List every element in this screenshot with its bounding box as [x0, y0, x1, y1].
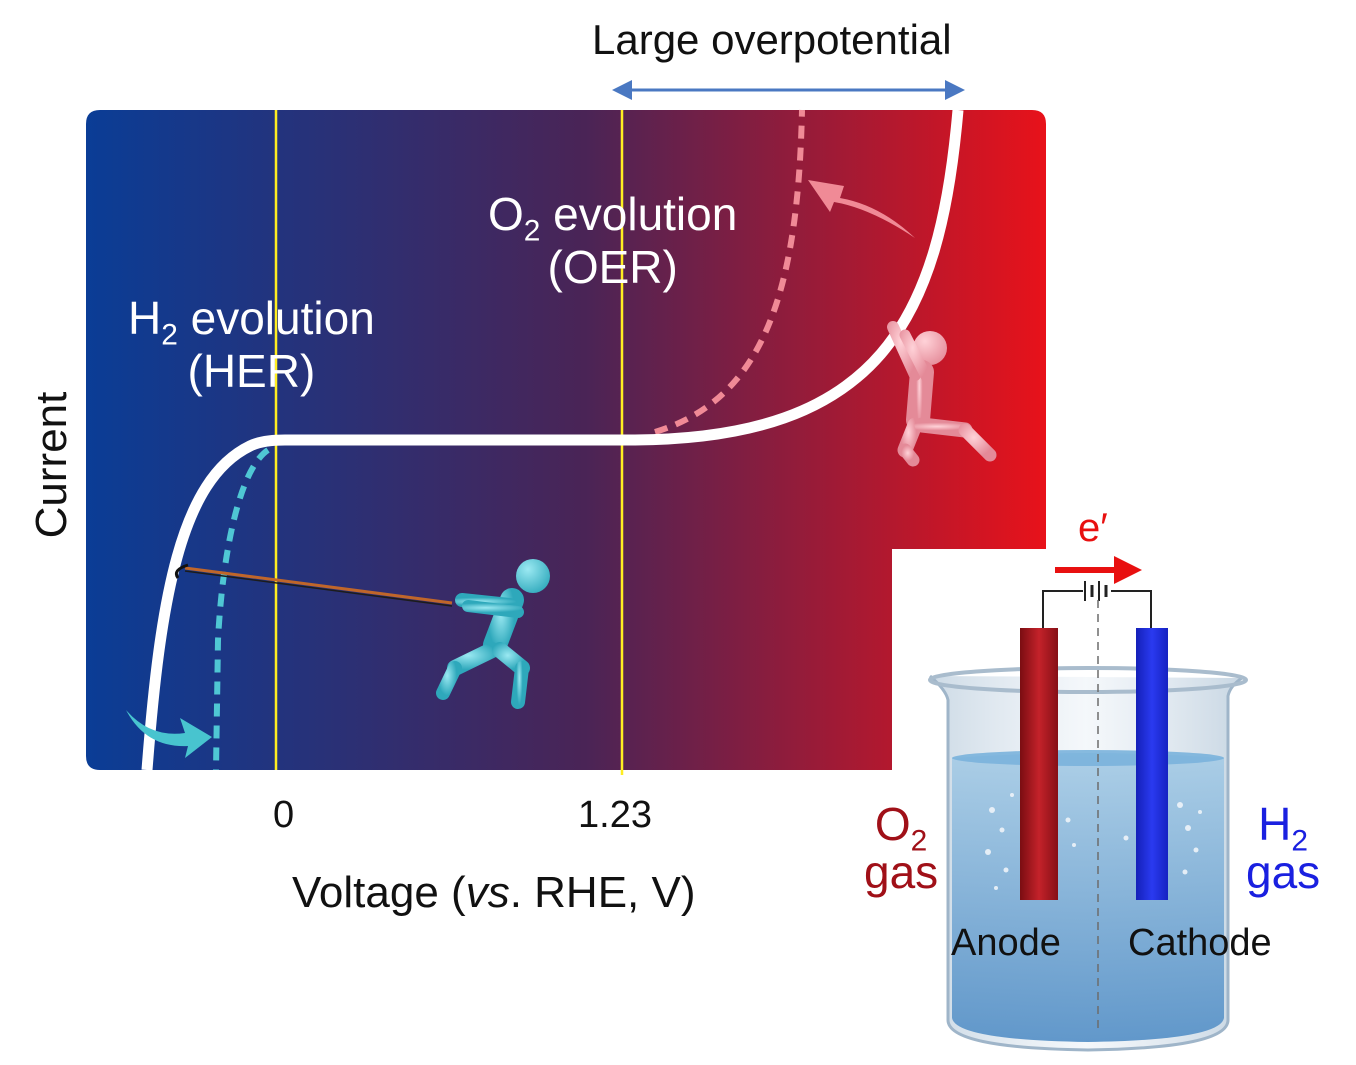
- anode-label: Anode: [951, 922, 1061, 964]
- her-catalyst-curve: [213, 447, 270, 771]
- overpotential-label: Large overpotential: [592, 16, 952, 63]
- overpotential-arrow: [612, 80, 965, 100]
- her-label: H2 evolution (HER): [128, 292, 375, 398]
- y-axis-label: Current: [27, 391, 76, 539]
- her-label-line1: H2 evolution: [128, 292, 375, 352]
- oer-catalyst-curve: [654, 109, 805, 435]
- x-tick-zero: 0: [273, 794, 295, 836]
- oer-label-line1: O2 evolution: [488, 188, 738, 248]
- electrolyte: [952, 753, 1224, 1042]
- electrochemical-cell: [928, 556, 1248, 1052]
- electron-label: e′: [1078, 506, 1108, 550]
- oer-label-line2: (OER): [547, 240, 678, 293]
- rope: [174, 563, 453, 607]
- x-tick-1-23: 1.23: [578, 794, 652, 836]
- gas-bubbles: [985, 793, 1202, 890]
- her-shift-arrow: [126, 710, 212, 758]
- her-pulling-figure: [436, 559, 550, 709]
- her-label-line2: (HER): [187, 344, 316, 397]
- o2-gas-label: O2 gas: [864, 798, 939, 899]
- anode-electrode: [1020, 628, 1058, 900]
- electron-flow-arrow: [1055, 556, 1142, 584]
- battery-icon: [1084, 581, 1108, 601]
- oer-label: O2 evolution (OER): [488, 188, 737, 294]
- oer-shift-arrow: [808, 180, 915, 238]
- cathode-label: Cathode: [1128, 922, 1272, 964]
- polarization-curve: [141, 109, 964, 771]
- oer-pushing-figure: [887, 321, 997, 467]
- x-axis-label: Voltage (vs. RHE, V): [292, 868, 696, 917]
- h2-gas-label: H2 gas: [1246, 798, 1321, 899]
- cathode-electrode: [1136, 628, 1168, 900]
